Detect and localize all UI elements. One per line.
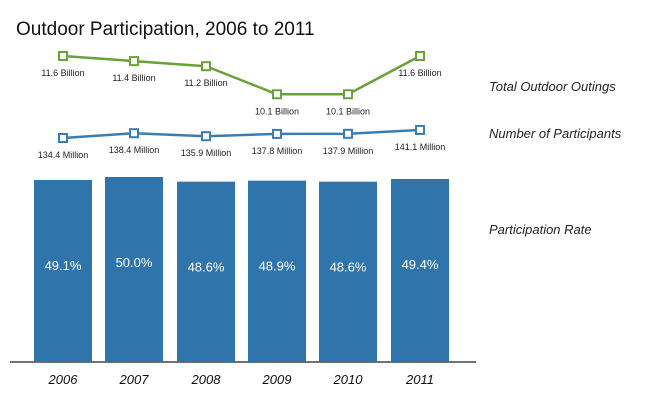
x-tick-2007: 2007 — [119, 372, 150, 387]
participants-label-2006: 134.4 Million — [38, 150, 89, 160]
participants-point-2007 — [129, 128, 139, 139]
legend-number-of-participants: Number of Participants — [489, 126, 622, 141]
participants-point-2008 — [201, 131, 211, 142]
outings-label-2010: 10.1 Billion — [326, 106, 370, 116]
bar-value-label-2007: 50.0% — [116, 255, 153, 270]
outings-series: 11.6 Billion 11.4 Billion 11.2 Billion 10.1… — [41, 51, 442, 116]
participants-point-2010 — [343, 128, 353, 139]
x-tick-2011: 2011 — [405, 372, 434, 387]
participants-series: 134.4 Million 138.4 Million 135.9 Million 1… — [38, 124, 446, 160]
participants-label-2010: 137.9 Million — [323, 146, 374, 156]
outings-point-2007 — [129, 56, 139, 67]
outings-label-2008: 11.2 Billion — [184, 78, 227, 88]
bar-value-label-2006: 49.1% — [45, 258, 82, 273]
legend-participation-rate: Participation Rate — [489, 222, 592, 237]
bar-value-label-2008: 48.6% — [188, 260, 225, 275]
outings-label-2011: 11.6 Billion — [398, 68, 441, 78]
outings-label-2007: 11.4 Billion — [112, 73, 155, 83]
participants-point-2011 — [415, 124, 425, 135]
x-tick-2010: 2010 — [333, 372, 364, 387]
participants-line — [62, 128, 421, 140]
x-tick-labels: 2006 2007 2008 2009 2010 2011 — [48, 372, 434, 387]
x-tick-2006: 2006 — [48, 372, 79, 387]
chart-title: Outdoor Participation, 2006 to 2011 — [16, 19, 315, 40]
outings-point-2009 — [272, 89, 282, 100]
outings-point-2008 — [201, 61, 211, 72]
bar-2011 — [391, 178, 449, 362]
outings-label-2006: 11.6 Billion — [41, 68, 84, 78]
x-tick-2009: 2009 — [262, 372, 292, 387]
participants-point-2009 — [272, 128, 282, 139]
bar-value-label-2009: 48.9% — [259, 259, 296, 274]
outings-point-2006 — [58, 51, 68, 61]
participants-label-2009: 137.8 Million — [252, 146, 303, 156]
bar-2009 — [248, 180, 306, 362]
bar-value-label-2011: 49.4% — [402, 257, 439, 272]
bar-2008 — [177, 181, 235, 362]
bar-value-label-2010: 48.6% — [330, 260, 367, 275]
bar-series: 49.1% 50.0% 48.6% 48.9% 48.6% 49.4% — [34, 177, 449, 362]
bar-2010 — [319, 181, 377, 362]
legend-total-outdoor-outings: Total Outdoor Outings — [489, 79, 616, 94]
participants-point-2006 — [58, 133, 68, 143]
x-tick-2008: 2008 — [191, 372, 222, 387]
bar-2006 — [34, 179, 92, 362]
outings-label-2009: 10.1 Billion — [255, 106, 299, 116]
participants-label-2011: 141.1 Million — [395, 142, 446, 152]
participants-label-2007: 138.4 Million — [109, 145, 160, 155]
bar-2007 — [105, 177, 163, 362]
outings-line — [62, 54, 421, 96]
participants-label-2008: 135.9 Million — [181, 148, 232, 158]
outings-point-2010 — [343, 89, 353, 100]
outings-point-2011 — [415, 51, 425, 61]
